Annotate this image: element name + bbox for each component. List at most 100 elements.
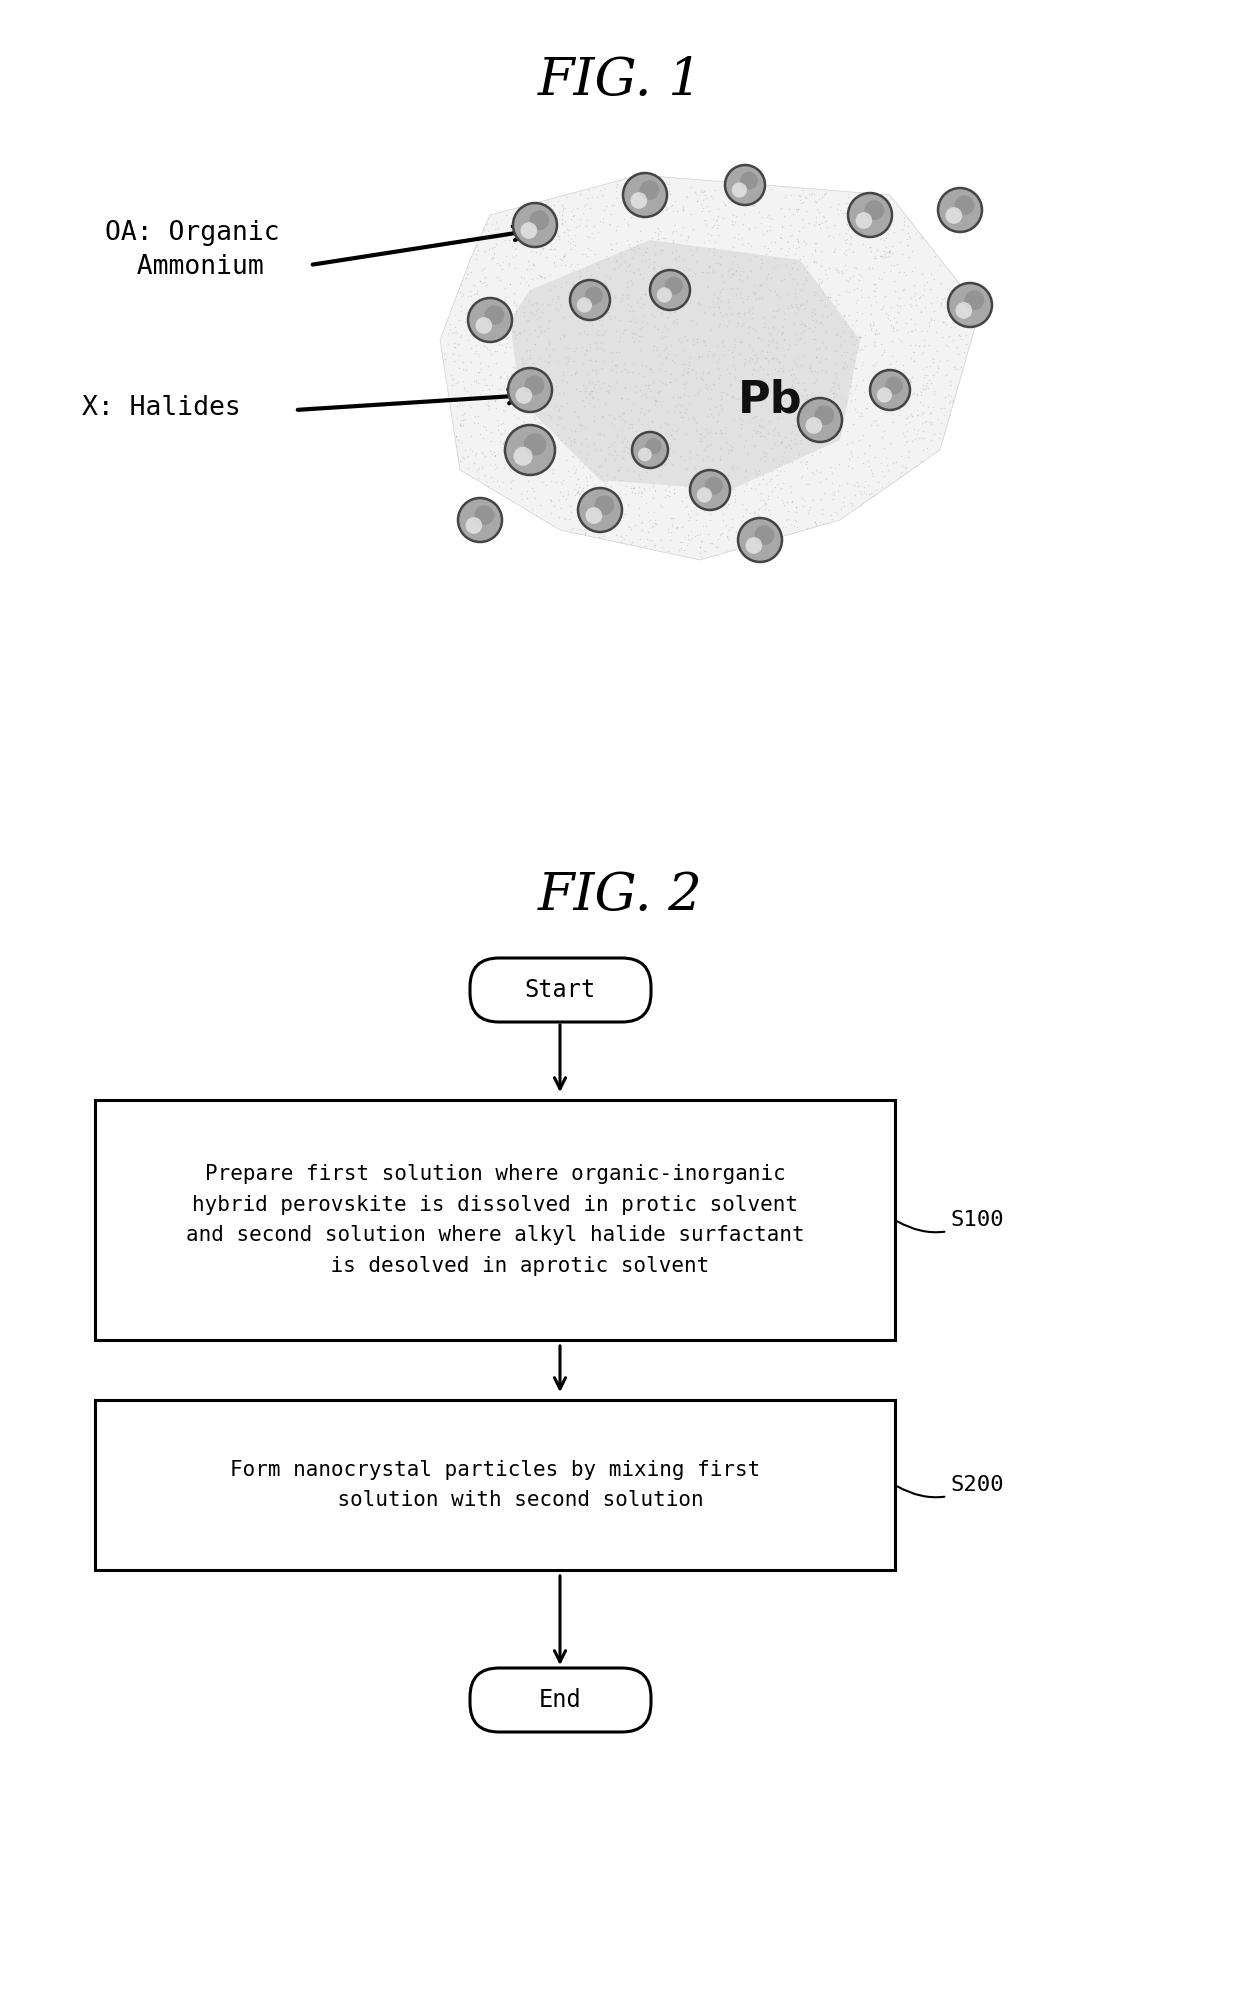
Point: [911, 376, 931, 408]
Point: [743, 372, 763, 404]
Point: [552, 491, 572, 523]
Point: [562, 203, 582, 235]
Point: [906, 217, 926, 249]
Point: [838, 181, 858, 213]
Point: [569, 436, 589, 467]
Point: [774, 324, 794, 356]
Point: [706, 235, 725, 267]
Point: [446, 420, 466, 452]
Point: [694, 495, 714, 527]
Point: [804, 292, 823, 324]
Point: [708, 211, 728, 243]
Point: [711, 519, 730, 551]
Point: [724, 473, 744, 505]
Point: [828, 257, 848, 288]
Point: [900, 314, 920, 346]
Point: [624, 346, 644, 378]
Point: [618, 487, 637, 519]
Point: [732, 382, 751, 414]
Point: [766, 459, 786, 491]
Point: [631, 290, 651, 322]
Point: [775, 422, 795, 453]
Point: [472, 436, 492, 467]
Point: [475, 235, 495, 267]
Point: [900, 288, 920, 320]
Point: [826, 253, 846, 284]
Point: [608, 453, 627, 485]
Point: [692, 195, 712, 227]
Point: [579, 366, 599, 398]
Point: [872, 263, 892, 294]
Point: [484, 320, 503, 352]
Point: [781, 509, 801, 541]
Point: [937, 380, 957, 412]
Point: [582, 296, 601, 328]
Point: [751, 201, 771, 233]
Point: [848, 259, 868, 290]
Point: [531, 195, 551, 227]
Point: [936, 358, 956, 390]
Point: [753, 364, 773, 396]
Point: [658, 469, 678, 501]
Point: [797, 257, 817, 288]
Point: [681, 515, 701, 547]
Point: [630, 374, 650, 406]
Point: [725, 239, 745, 271]
Point: [494, 453, 513, 485]
Point: [760, 235, 780, 267]
Point: [697, 271, 717, 302]
Point: [947, 292, 967, 324]
Point: [722, 432, 742, 463]
Point: [740, 243, 760, 274]
Point: [456, 376, 476, 408]
Point: [477, 207, 497, 239]
Point: [755, 487, 775, 519]
Point: [919, 392, 939, 424]
Point: [689, 374, 709, 406]
Point: [547, 292, 567, 324]
Point: [477, 386, 497, 418]
Point: [609, 326, 629, 358]
Point: [621, 471, 641, 503]
Point: [743, 402, 763, 434]
Point: [549, 501, 569, 533]
Point: [913, 390, 932, 422]
Point: [699, 370, 719, 402]
Point: [577, 483, 596, 515]
Point: [532, 288, 552, 320]
Point: [707, 205, 727, 237]
Point: [742, 334, 761, 366]
Point: [660, 296, 680, 328]
Point: [458, 296, 477, 328]
Point: [866, 348, 885, 380]
Point: [805, 227, 825, 259]
Point: [904, 344, 924, 376]
Point: [728, 219, 748, 251]
Point: [678, 356, 698, 388]
Point: [867, 286, 887, 318]
Point: [580, 461, 600, 493]
Point: [866, 318, 885, 350]
Point: [951, 322, 971, 354]
Point: [495, 442, 515, 473]
Point: [854, 187, 874, 219]
Point: [820, 191, 839, 223]
Point: [616, 312, 636, 344]
Point: [677, 181, 697, 213]
Point: [513, 424, 533, 455]
Point: [663, 436, 683, 467]
Point: [737, 282, 756, 314]
Point: [791, 424, 811, 455]
Point: [708, 199, 728, 231]
Point: [805, 233, 825, 265]
Point: [954, 336, 973, 368]
Point: [864, 330, 884, 362]
Point: [743, 312, 763, 344]
Point: [541, 233, 560, 265]
Point: [610, 493, 630, 525]
Point: [466, 286, 486, 318]
Point: [725, 328, 745, 360]
Point: [708, 290, 728, 322]
Point: [543, 193, 563, 225]
Point: [595, 388, 615, 420]
